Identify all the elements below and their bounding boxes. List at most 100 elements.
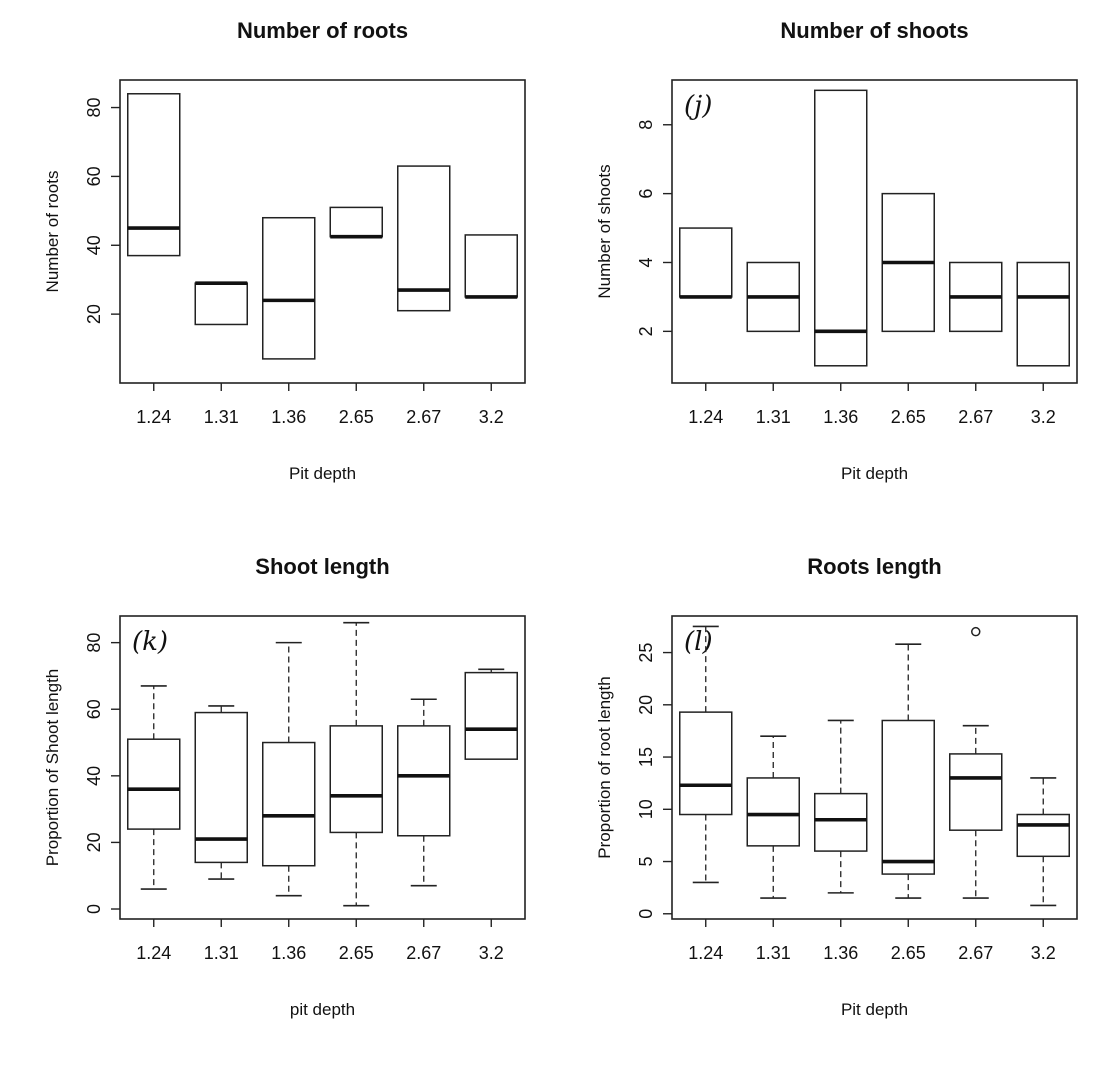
x-tick-label: 2.67 [406,407,441,427]
y-tick-label: 5 [636,857,656,867]
x-tick-label: 1.36 [271,407,306,427]
x-axis-label: pit depth [290,1000,355,1019]
plot-frame [671,79,1078,384]
box [746,777,800,847]
x-tick-label: 3.2 [1031,943,1056,963]
box [194,282,248,326]
x-tick-label: 2.65 [891,407,926,427]
box-group-1.31 [746,261,800,333]
panel-label: (j) [684,91,712,121]
chart-svg: Number of shoots 2 4 6 8 Number of shoots 1.24… [595,18,1078,483]
y-tick-label: 6 [636,189,656,199]
chart-svg: Roots length 0 5 10 15 20 25 Proportion of root… [595,554,1078,1019]
x-tick-label: 2.67 [406,943,441,963]
box [127,93,181,257]
box-group-3.2 [464,668,518,760]
box [262,216,316,360]
x-tick-label: 2.65 [339,407,374,427]
chart-title: Number of shoots [780,18,968,43]
x-tick-label: 1.31 [204,943,239,963]
x-tick-label: 1.24 [688,407,723,427]
y-tick-label: 60 [84,699,104,719]
y-tick-label: 2 [636,326,656,336]
chart-title: Shoot length [255,554,389,579]
box [464,234,518,298]
box-group-1.36 [262,216,316,360]
y-tick-label: 0 [636,909,656,919]
box-group-1.36 [262,641,316,897]
x-tick-label: 1.24 [136,407,171,427]
y-tick-label: 60 [84,166,104,186]
box-group-2.67 [949,724,1003,899]
plot-frame [119,79,526,384]
y-tick-label: 80 [84,98,104,118]
x-axis-label: Pit depth [841,464,908,483]
y-tick-label: 25 [636,643,656,663]
y-tick-label: 20 [636,695,656,715]
x-axis-label: Pit depth [841,1000,908,1019]
y-tick-label: 15 [636,747,656,767]
chart-svg: Shoot length 0 20 40 60 80 Proportion of Shoot… [43,554,526,1019]
y-tick-label: 40 [84,235,104,255]
y-tick-label: 8 [636,120,656,130]
plot-frame [671,615,1078,920]
y-tick-label: 40 [84,766,104,786]
box-group-1.36 [814,719,868,894]
x-tick-label: 2.65 [339,943,374,963]
box-group-2.65 [329,206,383,239]
x-tick-label: 2.67 [958,407,993,427]
panel-label: (k) [132,627,168,657]
box [679,227,733,298]
box [329,725,383,834]
box-group-1.31 [194,705,248,880]
box-group-2.65 [881,192,935,333]
box [1016,813,1070,858]
x-tick-label: 3.2 [479,407,504,427]
x-tick-label: 2.67 [958,943,993,963]
box [127,738,181,830]
x-tick-label: 3.2 [1031,407,1056,427]
y-axis-label: Proportion of Shoot length [43,669,62,867]
box-group-1.31 [746,735,800,899]
box-group-2.65 [329,621,383,907]
box-group-2.67 [397,165,451,312]
y-axis-label: Number of shoots [595,164,614,298]
plot-frame [119,615,526,920]
box-group-3.2 [1016,261,1070,367]
box-group-1.24 [679,625,733,884]
y-tick-label: 20 [84,304,104,324]
box [397,725,451,837]
x-tick-label: 1.31 [756,943,791,963]
y-tick-label: 20 [84,832,104,852]
x-tick-label: 1.36 [823,943,858,963]
box [881,719,935,875]
chart-title: Number of roots [237,18,408,43]
box-group-1.31 [194,281,248,326]
y-tick-label: 0 [84,904,104,914]
x-tick-label: 3.2 [479,943,504,963]
box-group-2.65 [881,643,935,899]
y-tick-label: 80 [84,633,104,653]
box [464,671,518,760]
y-axis-label: Number of roots [43,171,62,293]
chart-title: Roots length [807,554,941,579]
box-group-3.2 [1016,777,1070,907]
box-group-1.24 [679,227,733,299]
box-group-1.24 [127,685,181,890]
box [329,206,383,238]
panel-shoot-length: Shoot length 0 20 40 60 80 Proportion of Shoot… [0,536,552,1072]
x-axis-label: Pit depth [289,464,356,483]
x-tick-label: 1.31 [756,407,791,427]
box [949,753,1003,831]
outlier-point [971,626,981,637]
x-tick-label: 1.24 [136,943,171,963]
x-tick-label: 1.31 [204,407,239,427]
box [679,711,733,816]
y-tick-label: 4 [636,257,656,267]
panel-number-of-shoots: Number of shoots 2 4 6 8 Number of shoots 1.24… [552,0,1104,536]
x-tick-label: 1.36 [823,407,858,427]
y-tick-label: 10 [636,799,656,819]
box [262,741,316,867]
y-axis-label: Proportion of root length [595,676,614,858]
panel-number-of-roots: Number of roots 20 40 60 80 Number of roots 1.… [0,0,552,536]
